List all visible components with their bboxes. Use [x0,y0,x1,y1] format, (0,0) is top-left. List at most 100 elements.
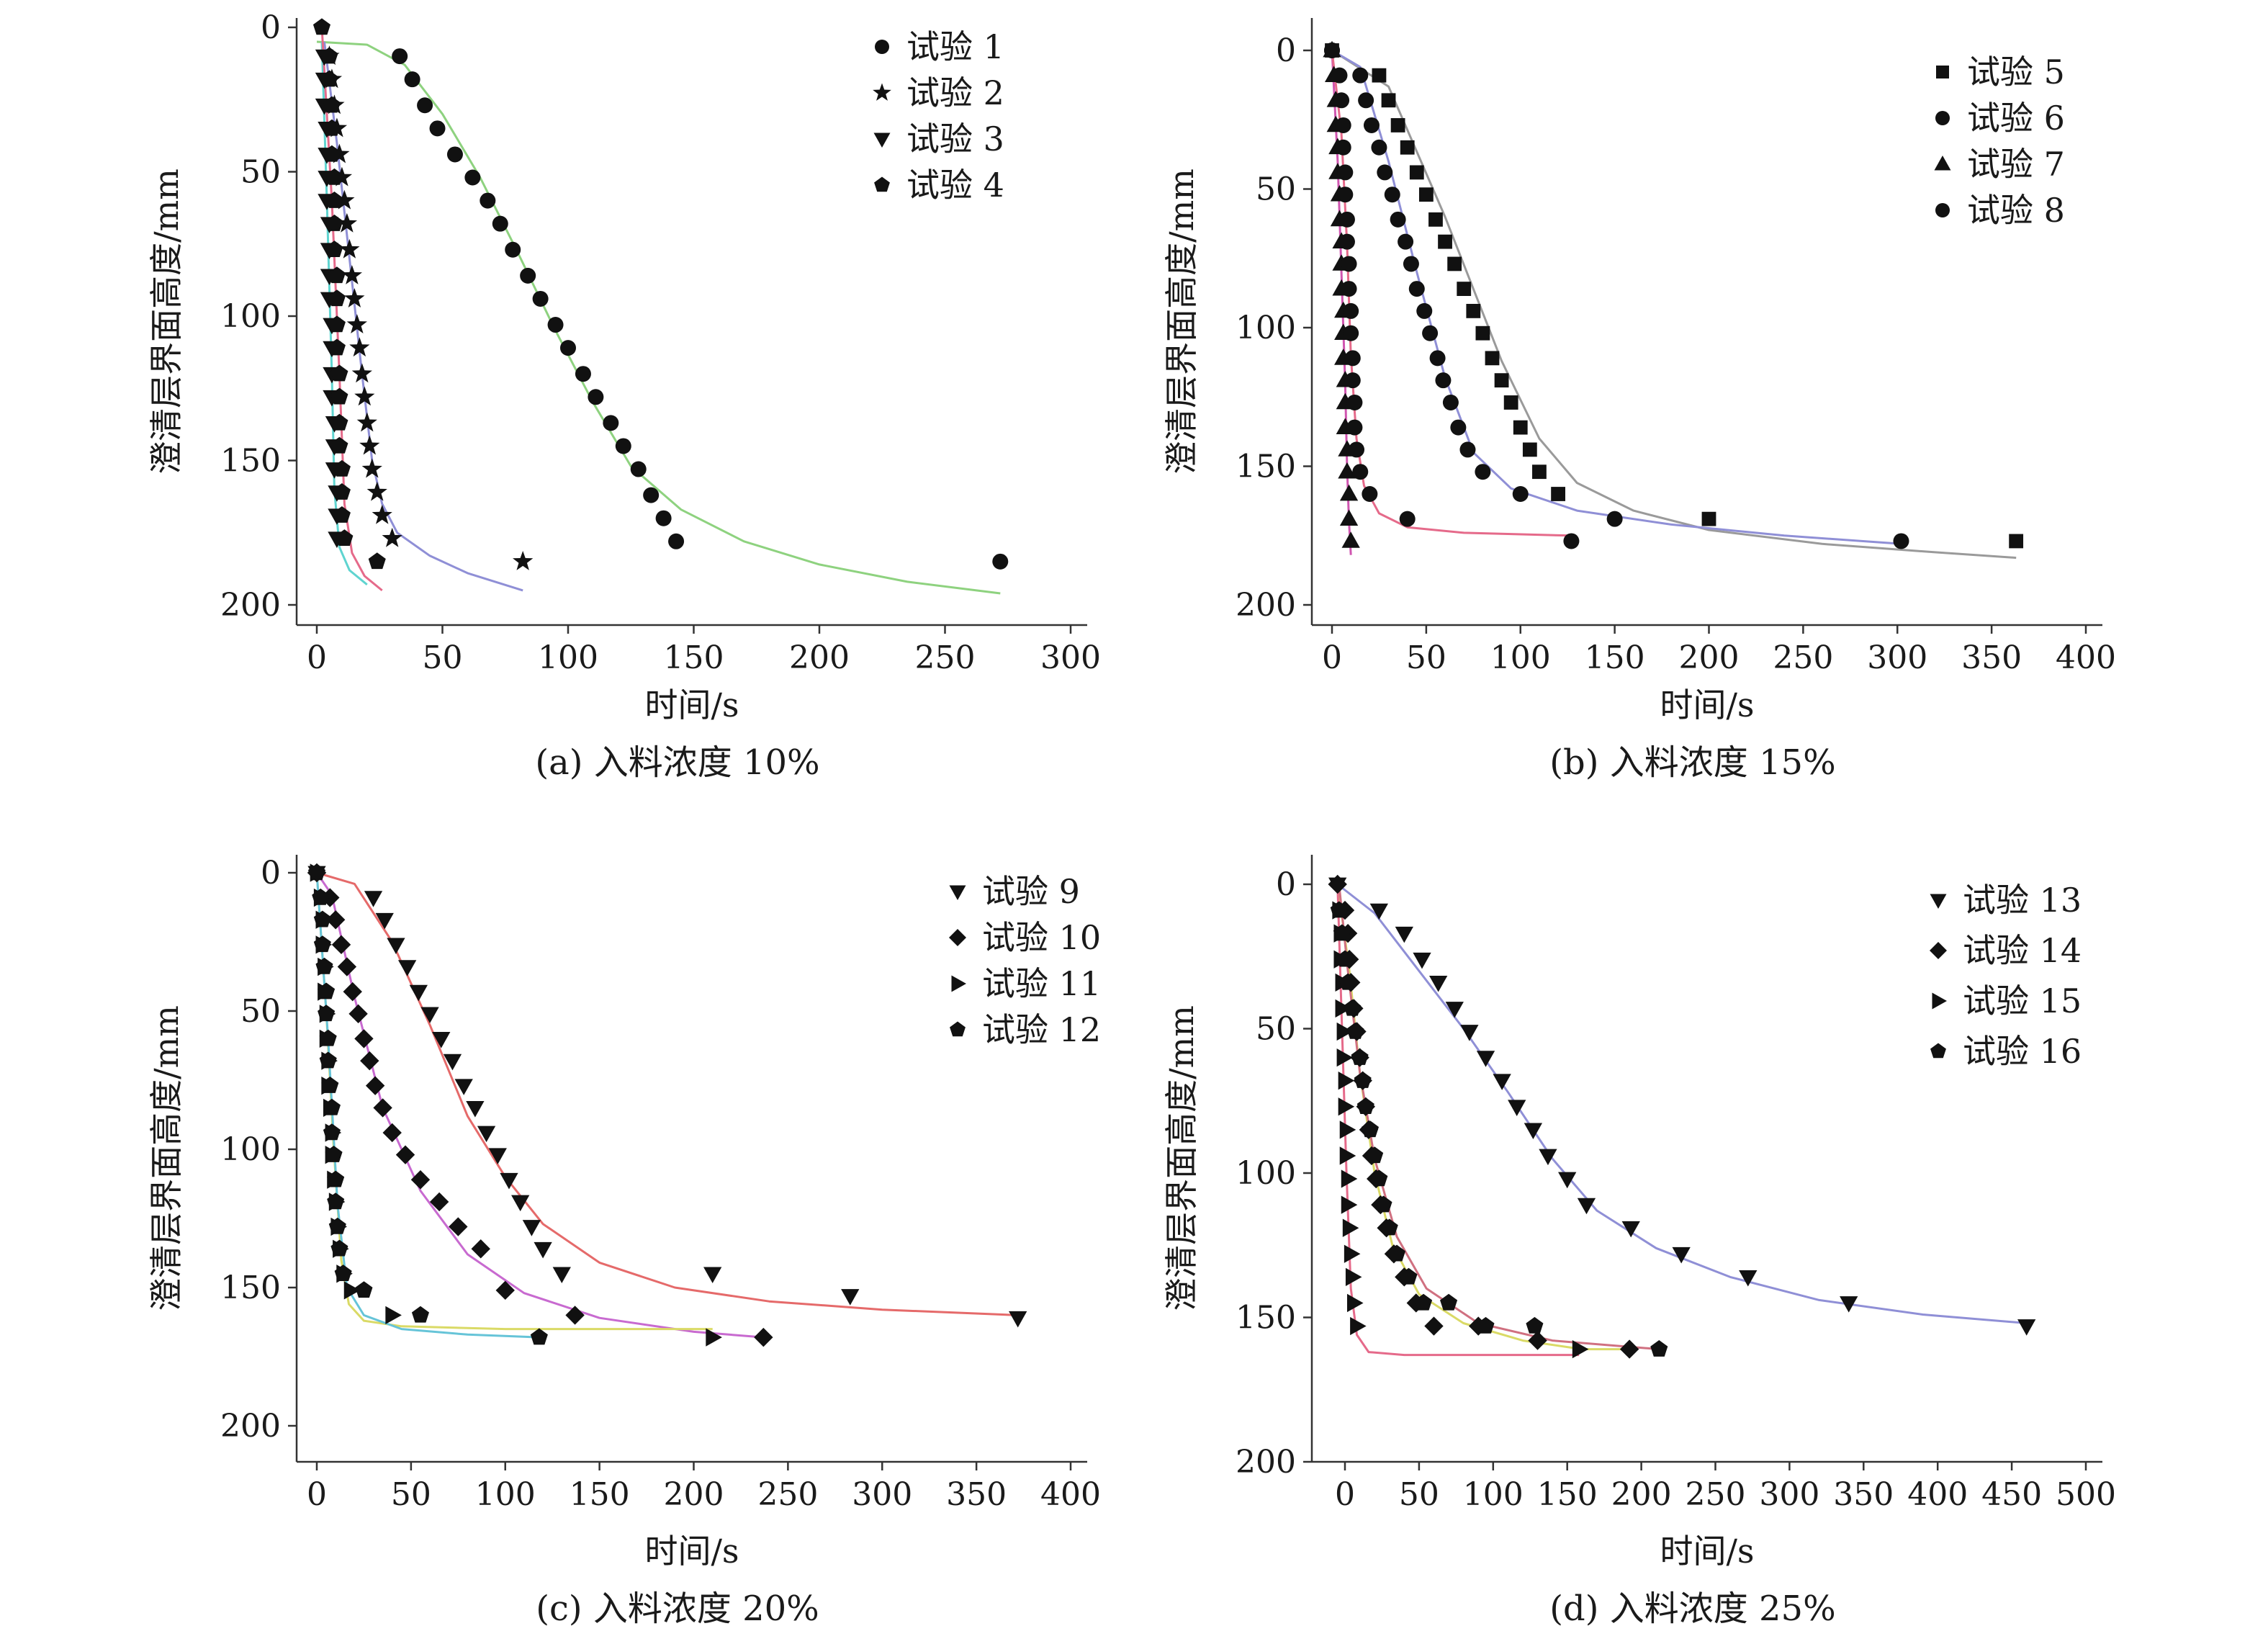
y-tick-label: 150 [1236,449,1296,485]
data-point [1338,233,1355,250]
y-tick-label: 100 [220,1131,281,1168]
x-tick-label: 150 [1537,1476,1598,1513]
data-point [615,438,631,454]
legend-label: 试验 4 [906,166,1004,205]
data-point [356,412,377,432]
data-point [429,120,446,137]
data-point [1418,187,1434,202]
data-point [1009,1311,1027,1328]
legend-label: 试验 16 [1963,1032,2082,1071]
data-point [1343,325,1359,341]
data-point [471,1239,490,1259]
data-point [1445,1002,1464,1018]
data-point [706,1328,722,1347]
data-point [1341,1195,1358,1214]
data-point [1339,509,1359,526]
data-point [1650,1339,1668,1357]
data-point [1558,1172,1577,1189]
data-point [333,506,351,523]
data-point [1381,93,1396,108]
data-point [343,1281,361,1300]
data-point [1338,1072,1355,1090]
data-point [1345,1267,1362,1287]
data-point [1352,67,1369,84]
data-point [323,119,341,136]
data-point [480,192,496,209]
legend-marker [873,132,891,148]
data-point [1377,164,1393,181]
legend-marker [1936,66,1949,78]
fit-curve [1331,49,1902,545]
data-point [359,435,380,455]
data-point [1893,533,1909,549]
data-point [361,458,382,478]
data-point [1435,372,1452,389]
data-point [1466,304,1481,318]
data-point [547,317,564,333]
legend-label: 试验 8 [1967,191,2065,230]
data-point [328,266,346,284]
data-point [1563,533,1580,549]
legend-marker [875,40,889,54]
data-point [1341,531,1360,548]
fit-curve [315,872,713,1331]
fit-curve [1336,884,1630,1351]
data-point [703,1267,722,1283]
x-tick-label: 250 [915,639,976,676]
x-axis-label: 时间/s [1660,686,1754,724]
data-point [454,1079,473,1095]
x-tick-label: 350 [946,1476,1007,1513]
y-tick-label: 150 [1236,1300,1296,1337]
data-point [1493,1074,1511,1090]
x-tick-label: 100 [538,639,598,676]
data-point [1408,281,1425,297]
legend-label: 试验 14 [1963,931,2082,970]
data-point [334,1265,352,1282]
data-point [328,315,346,333]
data-point [1840,1296,1858,1313]
data-point [323,1098,341,1115]
legend-marker [874,176,890,192]
data-point [1450,419,1467,436]
data-point [385,1306,402,1325]
data-point [325,910,346,930]
data-point [1354,1072,1372,1088]
legend-label: 试验 12 [982,1010,1101,1049]
fit-curve [316,871,1018,1316]
data-point [318,982,336,1000]
data-point [1352,464,1369,480]
panel-c: 0 50 100 150 200 250 300 350 400 0 50 100 150 200 时间/s… [147,855,1101,1629]
data-point [1335,139,1351,156]
data-point [1363,117,1380,133]
data-point [1358,92,1374,109]
data-point [325,191,343,208]
data-point [1551,487,1565,501]
data-point [1350,1316,1367,1336]
fit-curve [323,41,523,592]
data-point [1337,187,1354,203]
data-point [365,1076,385,1095]
data-point [339,238,360,259]
x-tick-label: 200 [1679,639,1740,676]
data-point [630,461,647,477]
data-point [1476,1051,1495,1067]
data-point [1415,1293,1433,1311]
data-point [1390,211,1406,228]
data-point [1346,1022,1364,1039]
data-point [1344,372,1361,389]
data-point [382,527,402,547]
data-point [395,1145,415,1164]
data-point [1475,325,1490,341]
fit-curve [1338,884,1660,1351]
data-point [534,1241,552,1259]
y-tick-label: 50 [1256,1011,1296,1048]
data-point [992,553,1009,570]
legend-label: 试验 1 [906,27,1004,66]
data-point [1395,926,1413,943]
data-point [366,481,387,501]
data-point [1351,1048,1369,1065]
x-tick-label: 50 [1406,639,1446,676]
data-point [1400,140,1415,155]
data-point [328,338,346,356]
